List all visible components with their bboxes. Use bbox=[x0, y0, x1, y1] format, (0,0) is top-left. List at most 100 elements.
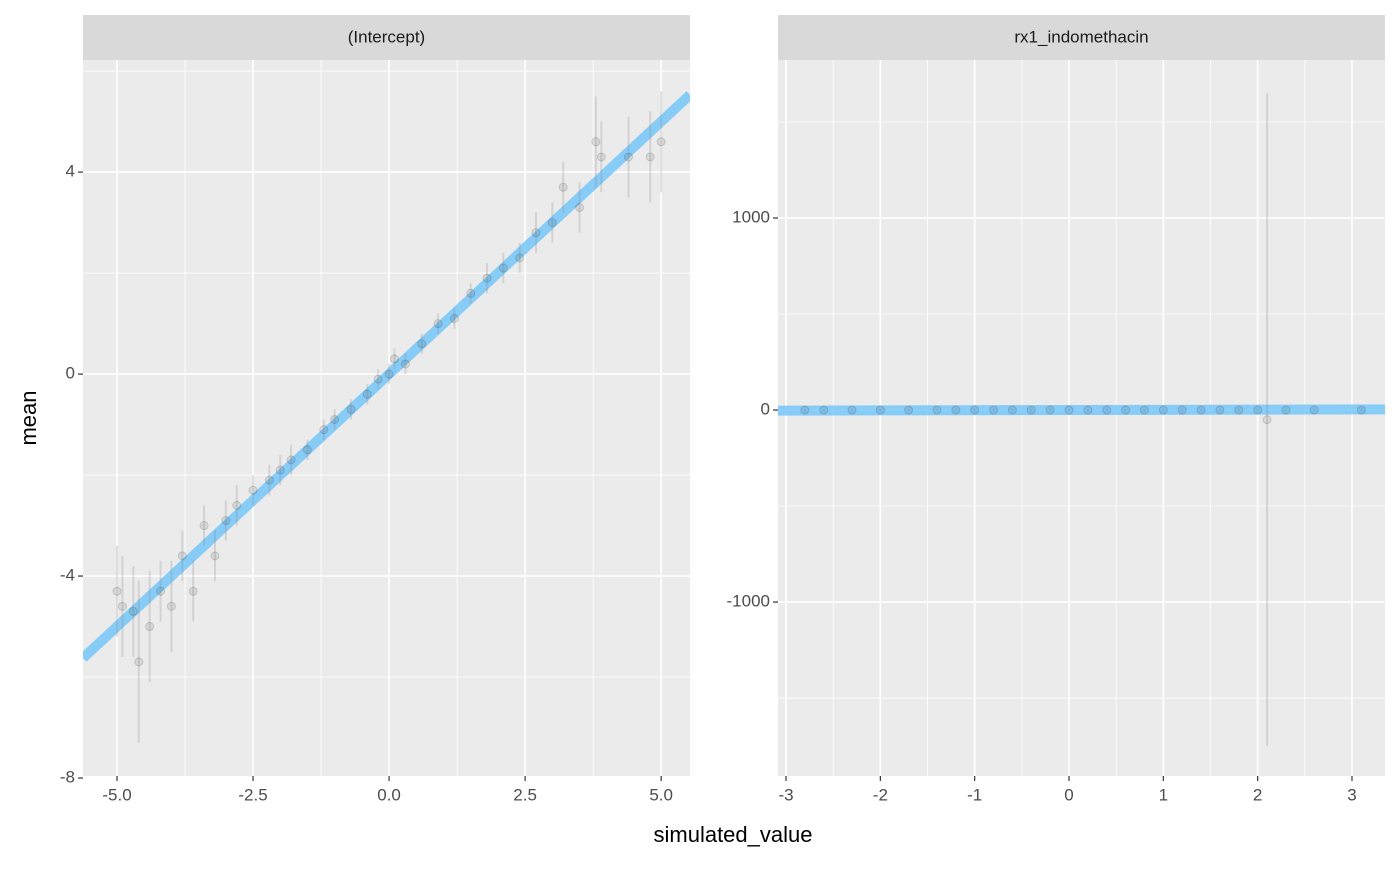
y-tick-label: -1000 bbox=[727, 592, 770, 611]
point bbox=[417, 339, 427, 349]
y-tick-label: 1000 bbox=[732, 208, 770, 227]
y-tick-label: -8 bbox=[60, 768, 75, 787]
point bbox=[286, 455, 296, 465]
point bbox=[531, 228, 541, 238]
point bbox=[575, 202, 585, 212]
y-tick-label: 0 bbox=[66, 364, 75, 383]
point bbox=[330, 415, 340, 425]
point bbox=[547, 218, 557, 228]
point bbox=[1121, 405, 1131, 415]
point bbox=[128, 606, 138, 616]
point bbox=[1064, 405, 1074, 415]
y-tick-label: -4 bbox=[60, 566, 75, 585]
point bbox=[117, 601, 127, 611]
point bbox=[1139, 405, 1149, 415]
point bbox=[904, 405, 914, 415]
point bbox=[515, 253, 525, 263]
point bbox=[1177, 405, 1187, 415]
point bbox=[1253, 405, 1263, 415]
point bbox=[400, 359, 410, 369]
panel-background bbox=[83, 60, 690, 776]
point bbox=[875, 405, 885, 415]
y-tick-label: 0 bbox=[761, 400, 770, 419]
point bbox=[1026, 405, 1036, 415]
point bbox=[156, 586, 166, 596]
point bbox=[498, 263, 508, 273]
y-axis-label: mean bbox=[16, 390, 41, 445]
panel-title: (Intercept) bbox=[348, 27, 425, 46]
point bbox=[1007, 405, 1017, 415]
x-tick-label: 2.5 bbox=[513, 785, 537, 804]
x-tick-label: -3 bbox=[778, 785, 793, 804]
plot-area bbox=[83, 60, 690, 776]
point bbox=[145, 622, 155, 632]
x-tick-label: 5.0 bbox=[649, 785, 673, 804]
point bbox=[800, 405, 810, 415]
point bbox=[390, 354, 400, 364]
x-tick-label: -2.5 bbox=[238, 785, 267, 804]
x-tick-label: 3 bbox=[1347, 785, 1356, 804]
point bbox=[1262, 415, 1272, 425]
point bbox=[951, 405, 961, 415]
point bbox=[819, 405, 829, 415]
point bbox=[1281, 405, 1291, 415]
point bbox=[346, 404, 356, 414]
point bbox=[275, 465, 285, 475]
point bbox=[210, 551, 220, 561]
point bbox=[134, 657, 144, 667]
point bbox=[932, 405, 942, 415]
point bbox=[362, 389, 372, 399]
point bbox=[373, 374, 383, 384]
point bbox=[645, 152, 655, 162]
point bbox=[177, 551, 187, 561]
x-tick-label: 1 bbox=[1159, 785, 1168, 804]
y-tick-label: 4 bbox=[66, 162, 75, 181]
point bbox=[1234, 405, 1244, 415]
strip bbox=[83, 15, 690, 60]
point bbox=[558, 182, 568, 192]
point bbox=[1045, 405, 1055, 415]
point bbox=[232, 500, 242, 510]
point bbox=[656, 137, 666, 147]
point bbox=[1309, 405, 1319, 415]
point bbox=[188, 586, 198, 596]
point bbox=[112, 586, 122, 596]
strip bbox=[778, 15, 1385, 60]
point bbox=[1083, 405, 1093, 415]
point bbox=[319, 425, 329, 435]
reference-line bbox=[83, 91, 690, 662]
x-tick-label: -5.0 bbox=[102, 785, 131, 804]
x-tick-label: 0.0 bbox=[377, 785, 401, 804]
panel-background bbox=[778, 60, 1385, 776]
x-tick-label: 2 bbox=[1253, 785, 1262, 804]
point bbox=[264, 475, 274, 485]
point bbox=[482, 273, 492, 283]
point bbox=[433, 319, 443, 329]
point bbox=[591, 137, 601, 147]
panel-title: rx1_indomethacin bbox=[1014, 27, 1148, 46]
x-axis-label: simulated_value bbox=[654, 822, 813, 847]
x-tick-label: -2 bbox=[873, 785, 888, 804]
point bbox=[624, 152, 634, 162]
point bbox=[989, 405, 999, 415]
x-tick-label: -1 bbox=[967, 785, 982, 804]
point bbox=[449, 314, 459, 324]
point bbox=[1215, 405, 1225, 415]
x-tick-label: 0 bbox=[1064, 785, 1073, 804]
point bbox=[199, 521, 209, 531]
point bbox=[248, 485, 258, 495]
point bbox=[596, 152, 606, 162]
point bbox=[1158, 405, 1168, 415]
point bbox=[1102, 405, 1112, 415]
point bbox=[166, 601, 176, 611]
point bbox=[466, 288, 476, 298]
point bbox=[1196, 405, 1206, 415]
point bbox=[970, 405, 980, 415]
point bbox=[221, 516, 231, 526]
point bbox=[1356, 405, 1366, 415]
point bbox=[384, 369, 394, 379]
point bbox=[847, 405, 857, 415]
point bbox=[302, 445, 312, 455]
plot-area bbox=[778, 60, 1385, 776]
